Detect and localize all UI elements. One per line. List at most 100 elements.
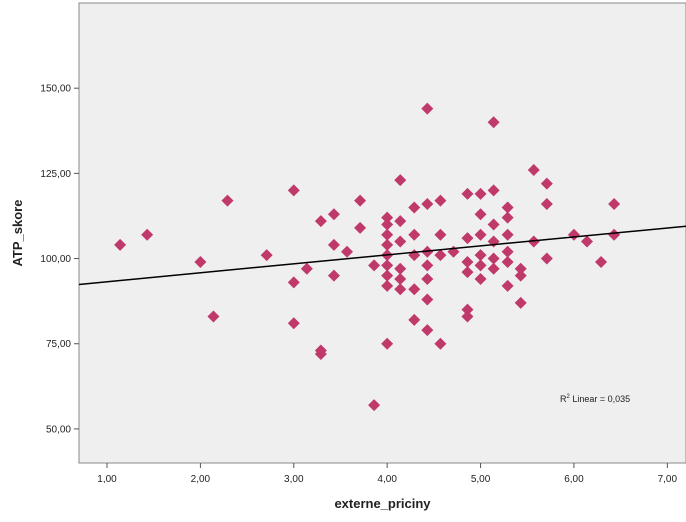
data-point <box>287 317 300 330</box>
data-point <box>434 249 447 262</box>
data-point <box>527 163 540 176</box>
y-tick-label: 125,00 <box>40 169 71 180</box>
data-point <box>487 218 500 231</box>
data-point <box>394 174 407 187</box>
data-point <box>421 273 434 285</box>
data-point <box>394 262 407 275</box>
plot-area <box>78 2 686 464</box>
data-point <box>474 208 487 221</box>
y-tick-label: 50,00 <box>46 424 71 435</box>
data-point <box>394 235 407 248</box>
data-point <box>487 184 500 197</box>
data-point <box>434 337 447 350</box>
data-point <box>461 255 474 268</box>
data-point <box>381 238 394 251</box>
data-point <box>408 313 421 326</box>
data-point <box>474 273 487 285</box>
data-point <box>421 259 434 272</box>
x-axis-title: externe_priciny <box>334 496 431 511</box>
data-point <box>501 201 514 214</box>
x-tick-label: 7,00 <box>658 474 678 485</box>
data-point <box>314 347 327 360</box>
data-point <box>474 228 487 241</box>
data-point <box>381 269 394 282</box>
data-point <box>300 262 313 275</box>
data-point <box>501 211 514 224</box>
data-point <box>514 262 527 275</box>
r-squared-value: Linear = 0,035 <box>570 394 630 404</box>
data-point <box>421 102 434 115</box>
data-point <box>368 399 381 412</box>
data-point <box>474 249 487 262</box>
data-point <box>354 194 367 207</box>
data-point <box>194 255 207 268</box>
data-point <box>595 255 608 268</box>
data-point <box>341 245 354 258</box>
y-tick-label: 75,00 <box>46 339 71 350</box>
data-point <box>487 116 500 129</box>
x-tick-label: 1,00 <box>97 474 117 485</box>
r-squared-superscript: 2 <box>567 394 571 400</box>
data-points <box>114 102 621 412</box>
data-point <box>581 235 594 248</box>
data-point <box>354 221 367 234</box>
data-point <box>608 228 621 241</box>
data-point <box>540 198 553 211</box>
data-point <box>287 184 300 197</box>
data-point <box>327 269 340 282</box>
x-tick-label: 5,00 <box>471 474 491 485</box>
data-point <box>421 198 434 211</box>
data-point <box>394 273 407 285</box>
data-point <box>421 324 434 337</box>
data-point <box>461 303 474 316</box>
data-point <box>501 279 514 292</box>
r-squared-prefix: R <box>560 394 567 404</box>
data-point <box>461 310 474 323</box>
data-point <box>501 245 514 258</box>
data-point <box>394 283 407 296</box>
data-point <box>474 187 487 200</box>
data-point <box>540 177 553 190</box>
data-point <box>434 194 447 207</box>
data-point <box>141 228 154 241</box>
data-point <box>260 249 273 262</box>
x-axis-ticks: 1,00 2,00 3,00 4,00 5,00 6,00 7,00 <box>97 463 677 485</box>
data-point <box>381 218 394 231</box>
y-tick-label: 100,00 <box>40 254 71 265</box>
data-point <box>287 276 300 289</box>
data-point <box>501 228 514 241</box>
data-point <box>487 252 500 265</box>
data-point <box>327 238 340 251</box>
data-point <box>421 293 434 306</box>
data-point <box>408 228 421 241</box>
data-point <box>381 279 394 292</box>
data-point <box>461 187 474 200</box>
data-point <box>221 194 234 207</box>
data-point <box>314 215 327 228</box>
data-point <box>514 269 527 282</box>
data-point <box>540 252 553 265</box>
data-point <box>501 255 514 268</box>
data-point <box>207 310 220 323</box>
data-point <box>114 238 127 251</box>
x-tick-label: 3,00 <box>284 474 304 485</box>
data-point <box>381 259 394 272</box>
r-squared-annotation: R2 Linear = 0,035 <box>560 394 630 404</box>
data-point <box>381 337 394 350</box>
data-point <box>461 232 474 245</box>
data-point <box>394 215 407 228</box>
data-point <box>408 283 421 296</box>
data-point <box>434 228 447 241</box>
data-point <box>368 259 381 272</box>
y-tick-label: 150,00 <box>40 84 71 95</box>
x-tick-label: 6,00 <box>564 474 584 485</box>
data-point <box>381 228 394 241</box>
y-axis-ticks: 50,00 75,00 100,00 125,00 150,00 <box>40 84 79 435</box>
data-point <box>461 266 474 279</box>
data-point <box>408 201 421 214</box>
y-axis-title: ATP_skore <box>10 200 25 267</box>
x-tick-label: 2,00 <box>191 474 211 485</box>
data-point <box>474 259 487 272</box>
data-point <box>487 262 500 275</box>
